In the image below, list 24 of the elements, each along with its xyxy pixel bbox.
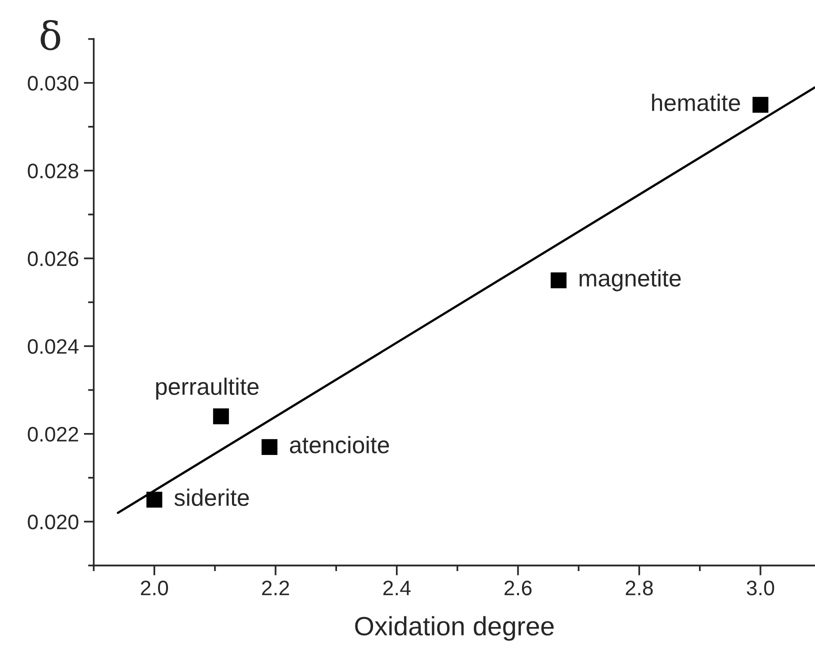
point (146, 492, 162, 508)
annotation: magnetite (580, 269, 681, 292)
annotation: siderite (174, 488, 249, 506)
y-axis-title: δ (40, 20, 60, 50)
point (213, 408, 229, 424)
point (550, 272, 567, 288)
point (262, 439, 278, 455)
x-tick-label: 2.6 (504, 580, 532, 596)
point (752, 96, 768, 113)
y-tick-label: 0.030 (28, 76, 78, 91)
x-tick-label: 2.2 (262, 580, 289, 596)
annotation: atencioite (290, 436, 389, 454)
x-tick-label: 2.8 (626, 580, 653, 596)
x-tick-label: 3.0 (746, 580, 774, 596)
annotation: perraultite (156, 378, 259, 400)
x-axis-title: Oxidation degree (355, 616, 554, 641)
y-tick-label: 0.026 (28, 251, 78, 266)
y-tick-label: 0.020 (28, 514, 78, 530)
annotation: hematite (652, 94, 740, 112)
y-tick-label: 0.022 (28, 426, 78, 442)
x-tick-label: 2.4 (383, 580, 411, 596)
x-tick-label: 2.0 (140, 580, 168, 596)
y-tick-label: 0.028 (28, 164, 78, 178)
y-tick-label: 0.024 (28, 339, 79, 354)
